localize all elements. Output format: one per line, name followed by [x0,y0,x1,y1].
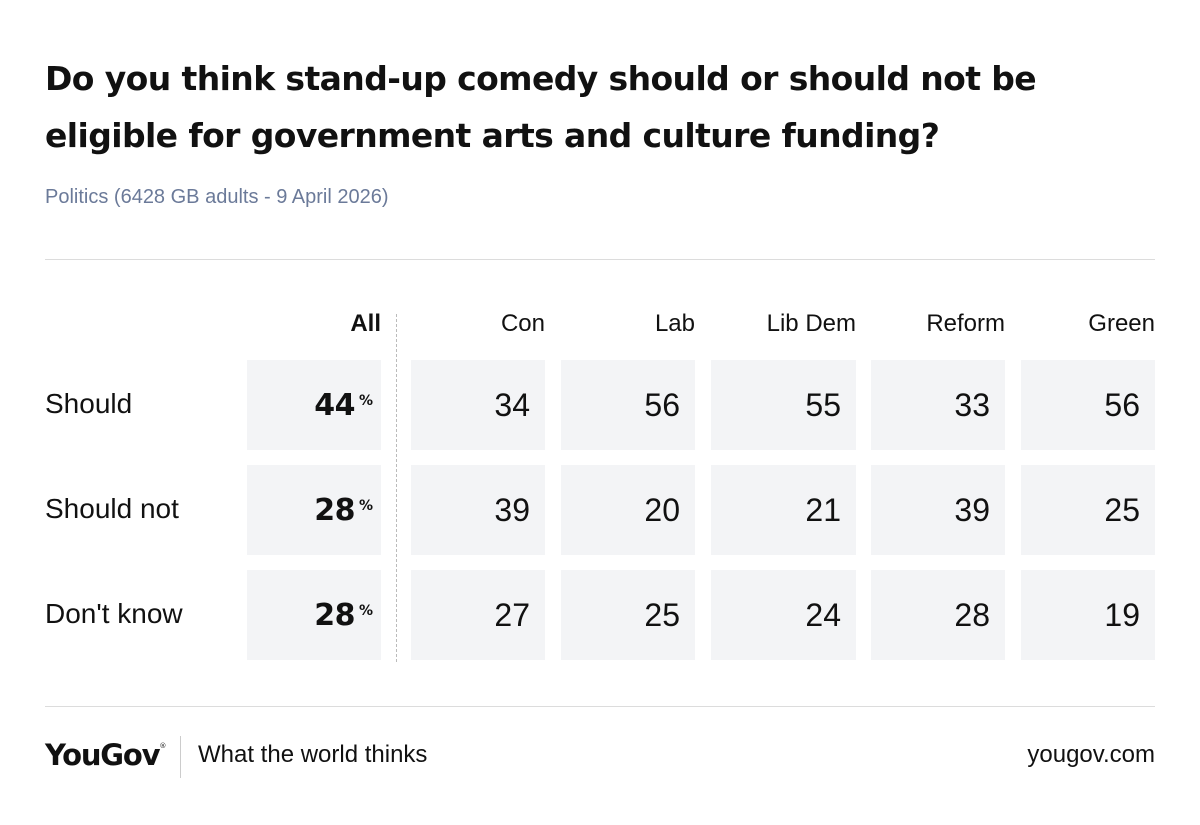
cell-value: 56 [644,386,680,423]
cell-value: 33 [954,386,990,423]
table-cell-reform: 39 [871,465,1005,555]
footer-separator [180,736,181,778]
column-header-lib-dem: Lib Dem [766,310,856,337]
table-cell-lab: 56 [561,360,695,450]
table-cell-green: 19 [1021,570,1155,660]
table-cell-lib-dem: 55 [711,360,856,450]
column-header-reform: Reform [926,310,1005,337]
table-cell-green: 56 [1021,360,1155,450]
table-cell-con: 27 [411,570,545,660]
cell-value: 28 [314,597,355,633]
cell-value: 27 [494,596,530,633]
row-label: Don't know [45,598,183,629]
table-cell-all: 28% [247,465,381,555]
table-cell-con: 34 [411,360,545,450]
percent-sign: % [358,603,373,619]
table-cell-lab: 20 [561,465,695,555]
cell-value: 25 [644,596,680,633]
row-label: Should not [45,493,179,524]
cell-value: 44 [314,387,355,423]
cell-value: 28 [954,596,990,633]
top-divider [45,259,1155,260]
footer-url[interactable]: yougov.com [1027,741,1155,768]
column-header-green: Green [1088,310,1155,337]
column-header-lab: Lab [654,310,695,337]
cell-value: 56 [1104,386,1140,423]
cell-value: 34 [494,386,530,423]
cell-value: 39 [494,491,530,528]
cell-value: 19 [1104,596,1140,633]
yougov-logo: YouGov® [45,738,166,772]
row-label: Should [45,388,133,419]
table-cell-all: 44% [247,360,381,450]
chart-title: Do you think stand-up comedy should or s… [45,59,1037,155]
cell-value: 28 [314,492,355,528]
bottom-divider [45,706,1155,707]
yougov-logo-mark: ® [159,742,167,750]
table-cell-con: 39 [411,465,545,555]
table-cell-lib-dem: 21 [711,465,856,555]
footer-tagline: What the world thinks [198,741,428,768]
all-column-divider [396,314,397,662]
table-cell-reform: 33 [871,360,1005,450]
cell-value: 25 [1104,491,1140,528]
chart-subtitle: Politics (6428 GB adults - 9 April 2026) [45,186,389,208]
cell-value: 20 [644,491,680,528]
column-header-all: All [350,310,381,337]
table-cell-lib-dem: 24 [711,570,856,660]
cell-value: 39 [954,491,990,528]
column-header-con: Con [500,310,545,337]
cell-value: 21 [805,491,841,528]
table-cell-lab: 25 [561,570,695,660]
cell-value: 24 [805,596,841,633]
percent-sign: % [358,498,373,514]
cell-value: 55 [805,386,841,423]
percent-sign: % [358,393,373,409]
yougov-logo-text: YouGov [45,738,161,772]
table-cell-reform: 28 [871,570,1005,660]
table-cell-all: 28% [247,570,381,660]
table-cell-green: 25 [1021,465,1155,555]
